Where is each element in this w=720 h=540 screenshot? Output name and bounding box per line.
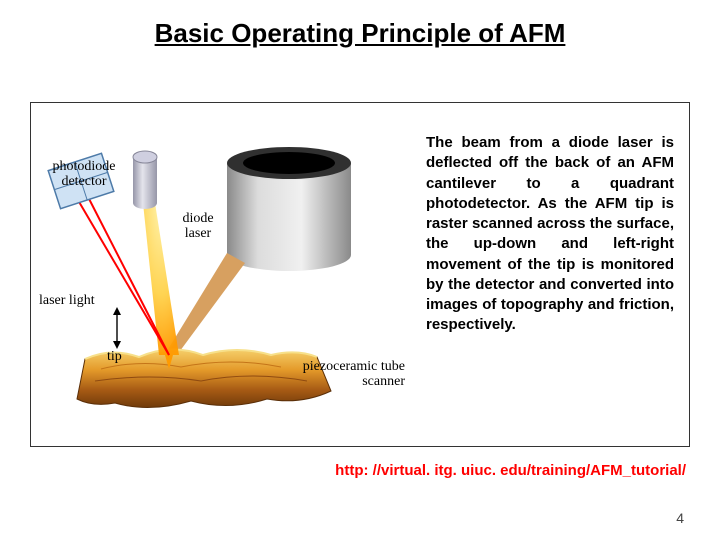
page-number: 4	[676, 510, 684, 526]
diode-laser-icon	[133, 151, 157, 209]
label-tip: tip	[107, 349, 137, 364]
diagram-svg	[31, 103, 409, 448]
label-piezoceramic-scanner: piezoceramic tube scanner	[279, 359, 405, 390]
scanner-icon	[227, 147, 351, 271]
page-title: Basic Operating Principle of AFM	[0, 18, 720, 49]
cantilever-icon	[167, 253, 245, 355]
description-text: The beam from a diode laser is deflected…	[426, 133, 674, 336]
label-photodiode-detector: photodiode detector	[51, 159, 117, 190]
label-laser-light: laser light	[39, 293, 109, 308]
source-url: http: //virtual. itg. uiuc. edu/training…	[335, 462, 686, 479]
afm-diagram: photodiode detector diode laser laser li…	[31, 103, 409, 448]
label-diode-laser: diode laser	[173, 211, 223, 242]
content-box: photodiode detector diode laser laser li…	[30, 102, 690, 447]
motion-arrow-icon	[113, 307, 121, 349]
